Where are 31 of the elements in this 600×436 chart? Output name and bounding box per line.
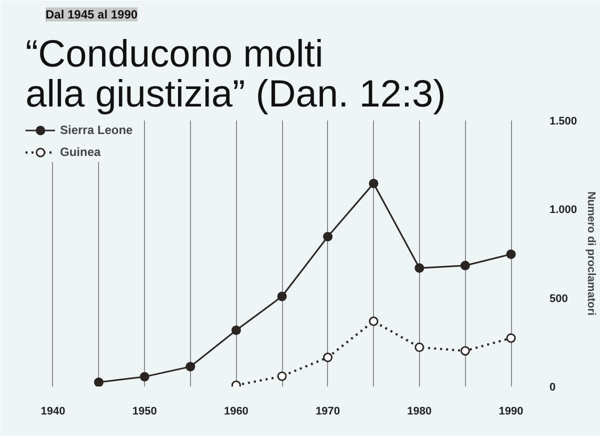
point — [414, 342, 424, 352]
point — [323, 352, 333, 362]
point — [460, 346, 470, 356]
y-tick-label: 500 — [550, 292, 568, 305]
point — [277, 292, 287, 302]
point — [277, 371, 287, 381]
x-tick-label: 1950 — [132, 406, 157, 418]
x-tick-label: 1960 — [224, 406, 248, 418]
y-tick-label: 0 — [550, 382, 556, 394]
point — [231, 326, 241, 336]
chart-title: “Conducono molti alla giustizia” (Dan. 12:3) — [26, 34, 446, 116]
point — [368, 178, 378, 188]
y-axis-title: Numero di proclamatori — [585, 191, 598, 316]
point — [506, 333, 516, 343]
chart-subtitle: Dal 1945 al 1990 — [46, 8, 138, 22]
y-tick-label: 1.500 — [550, 116, 578, 128]
legend-label: Sierra Leone — [60, 123, 133, 137]
point — [140, 372, 150, 382]
x-tick-label: 1980 — [407, 406, 432, 418]
y-tick-label: 1.000 — [550, 204, 578, 216]
x-tick-label: 1990 — [498, 406, 524, 418]
point — [323, 232, 333, 242]
x-tick-label: 1970 — [316, 406, 340, 418]
x-tick-label: 1940 — [40, 406, 66, 418]
legend-label: Guinea — [60, 145, 101, 159]
point — [186, 362, 196, 372]
point — [94, 378, 104, 386]
point — [460, 260, 470, 270]
point — [414, 263, 424, 273]
point — [506, 249, 516, 259]
point — [368, 316, 378, 326]
